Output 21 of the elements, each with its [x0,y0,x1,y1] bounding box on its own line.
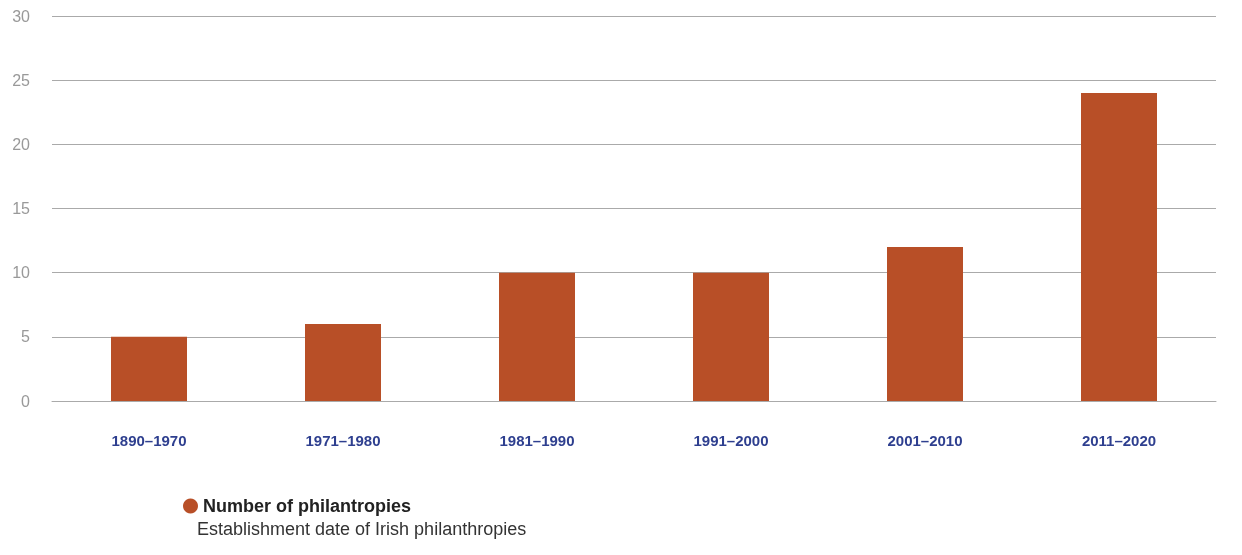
bar [1081,93,1157,401]
y-tick-label: 30 [12,7,31,25]
bar [693,272,769,401]
x-tick-label: 2011–2020 [1081,432,1157,449]
y-tick-label: 10 [12,264,31,282]
bar [499,272,575,401]
x-tick-label: 1971–1980 [305,432,381,449]
y-tick-label: 20 [12,135,31,153]
x-tick-label: 1981–1990 [499,432,575,449]
text: Establishment date of Irish philanthropies [197,519,527,539]
x-tick-label: 2001–2010 [887,432,963,449]
y-tick-label: 0 [21,392,31,410]
y-tick-label: 25 [12,71,31,89]
y-tick-label: 5 [21,328,31,346]
x-tick-label: 1991–2000 [693,432,769,449]
y-tick-label: 15 [12,200,31,217]
bar [111,336,187,401]
bar [887,247,963,401]
legend-label: Number of philantropies [203,496,412,516]
bar [305,324,381,401]
x-tick-label: 1890–1970 [111,432,187,449]
